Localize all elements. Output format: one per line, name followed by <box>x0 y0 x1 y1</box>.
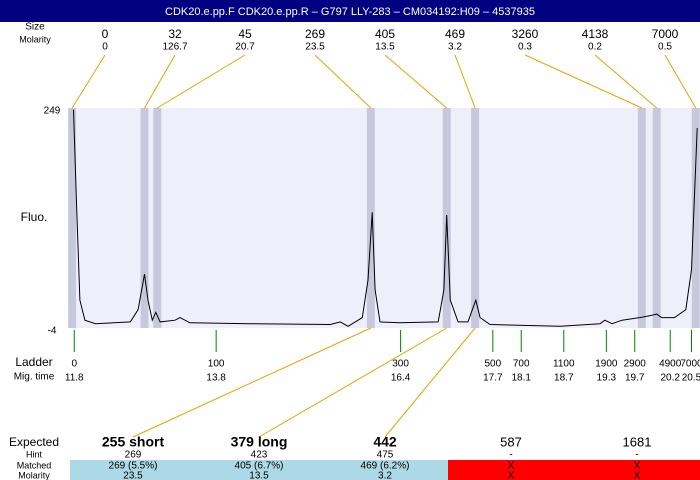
ladder-time: 20.5 <box>682 373 700 384</box>
ladder-size: 4900 <box>659 359 682 370</box>
peak-connector <box>454 54 476 109</box>
peak-connector <box>664 54 697 109</box>
peak-band <box>68 108 77 328</box>
ladder-size: 300 <box>392 359 409 370</box>
matched-value: 405 (6.7%) <box>235 461 284 472</box>
ladder-time: 19.3 <box>597 373 617 384</box>
matched-value: 269 (5.5%) <box>109 461 158 472</box>
peak-molarity: 0.3 <box>518 42 532 53</box>
peak-molarity: 0 <box>102 42 108 53</box>
peak-molarity: 126.7 <box>162 42 187 53</box>
trace-line <box>73 109 698 327</box>
hint-value: - <box>635 450 638 461</box>
match-connector <box>258 327 447 438</box>
expected-label: Expected <box>9 435 59 449</box>
peak-molarity: 13.5 <box>375 42 395 53</box>
ladder-time: 19.7 <box>625 373 645 384</box>
expected-value: 1681 <box>623 434 652 449</box>
peak-connector <box>524 54 643 109</box>
peak-size: 405 <box>375 27 395 41</box>
peak-size: 3260 <box>512 27 539 41</box>
matched-cell <box>196 460 322 480</box>
ladder-time: 17.7 <box>483 373 503 384</box>
ladder-label: Ladder <box>15 355 52 369</box>
ladder-size: 500 <box>484 359 501 370</box>
matched-value: 469 (6.2%) <box>361 461 410 472</box>
molarity-row-label: Molarity <box>19 34 51 44</box>
peak-connector <box>157 54 246 109</box>
y-axis-label: Fluo. <box>21 210 48 224</box>
matched-cell <box>322 460 448 480</box>
hint-value: 475 <box>377 450 394 461</box>
matched-value: X <box>634 461 641 472</box>
header-title: CDK20.e.pp.F CDK20.e.pp.R – G797 LLY-283… <box>165 6 535 18</box>
peak-connector <box>144 54 176 109</box>
peak-band <box>691 108 700 328</box>
peak-band <box>140 108 149 328</box>
peak-molarity: 0.5 <box>658 42 672 53</box>
molarity-value: X <box>508 471 515 480</box>
peak-size: 32 <box>168 27 182 41</box>
molarity-value: 3.2 <box>378 471 392 480</box>
peak-size: 269 <box>305 27 325 41</box>
ladder-size: 2900 <box>624 359 647 370</box>
matched-cell <box>574 460 700 480</box>
expected-value: 379 long <box>231 434 288 450</box>
peak-band <box>637 108 646 328</box>
match-connector <box>132 327 372 438</box>
peak-band <box>652 108 661 328</box>
ladder-size: 1900 <box>595 359 618 370</box>
peak-molarity: 23.5 <box>305 42 325 53</box>
peak-band <box>471 108 480 328</box>
ladder-time: 18.1 <box>511 373 531 384</box>
peak-molarity: 0.2 <box>588 42 602 53</box>
expected-value: 255 short <box>102 434 165 450</box>
mig-time-label: Mig. time <box>14 372 55 383</box>
peak-connector <box>594 54 658 109</box>
molarity-value: X <box>634 471 641 480</box>
peak-connector <box>71 54 106 109</box>
hint-value: 423 <box>251 450 268 461</box>
matched-cell <box>448 460 574 480</box>
y-tick-label: -4 <box>48 326 57 337</box>
ladder-size: 0 <box>71 359 77 370</box>
y-tick-label: 249 <box>44 106 61 117</box>
ladder-time: 13.8 <box>206 373 226 384</box>
ladder-size: 1100 <box>553 359 575 370</box>
molarity-label: Molarity <box>18 470 50 480</box>
peak-molarity: 20.7 <box>235 42 255 53</box>
molarity-value: 23.5 <box>123 471 143 480</box>
match-connector <box>384 327 476 438</box>
hint-value: - <box>509 450 512 461</box>
ladder-time: 20.2 <box>660 373 680 384</box>
ladder-time: 16.4 <box>391 373 411 384</box>
matched-cell <box>70 460 196 480</box>
peak-size: 469 <box>445 27 465 41</box>
peak-size: 45 <box>238 27 252 41</box>
peak-size: 0 <box>102 27 109 41</box>
peak-connector <box>314 54 372 109</box>
peak-size: 4138 <box>582 27 609 41</box>
hint-label: Hint <box>26 449 43 459</box>
matched-value: X <box>508 461 515 472</box>
peak-molarity: 3.2 <box>448 42 462 53</box>
ladder-size: 100 <box>208 359 225 370</box>
peak-band <box>366 108 375 328</box>
ladder-size: 700 <box>513 359 530 370</box>
ladder-time: 18.7 <box>554 373 574 384</box>
expected-value: 442 <box>373 434 397 450</box>
header-bar <box>0 0 700 22</box>
ladder-time: 11.8 <box>65 373 84 384</box>
molarity-value: 13.5 <box>249 471 269 480</box>
expected-value: 587 <box>500 434 522 449</box>
peak-band <box>153 108 162 328</box>
peak-size: 7000 <box>652 27 679 41</box>
plot-area <box>70 108 700 328</box>
ladder-size: 7000 <box>680 359 700 370</box>
hint-value: 269 <box>125 450 142 461</box>
peak-connector <box>384 54 448 109</box>
size-row-label: Size <box>25 22 45 33</box>
matched-label: Matched <box>17 460 52 470</box>
